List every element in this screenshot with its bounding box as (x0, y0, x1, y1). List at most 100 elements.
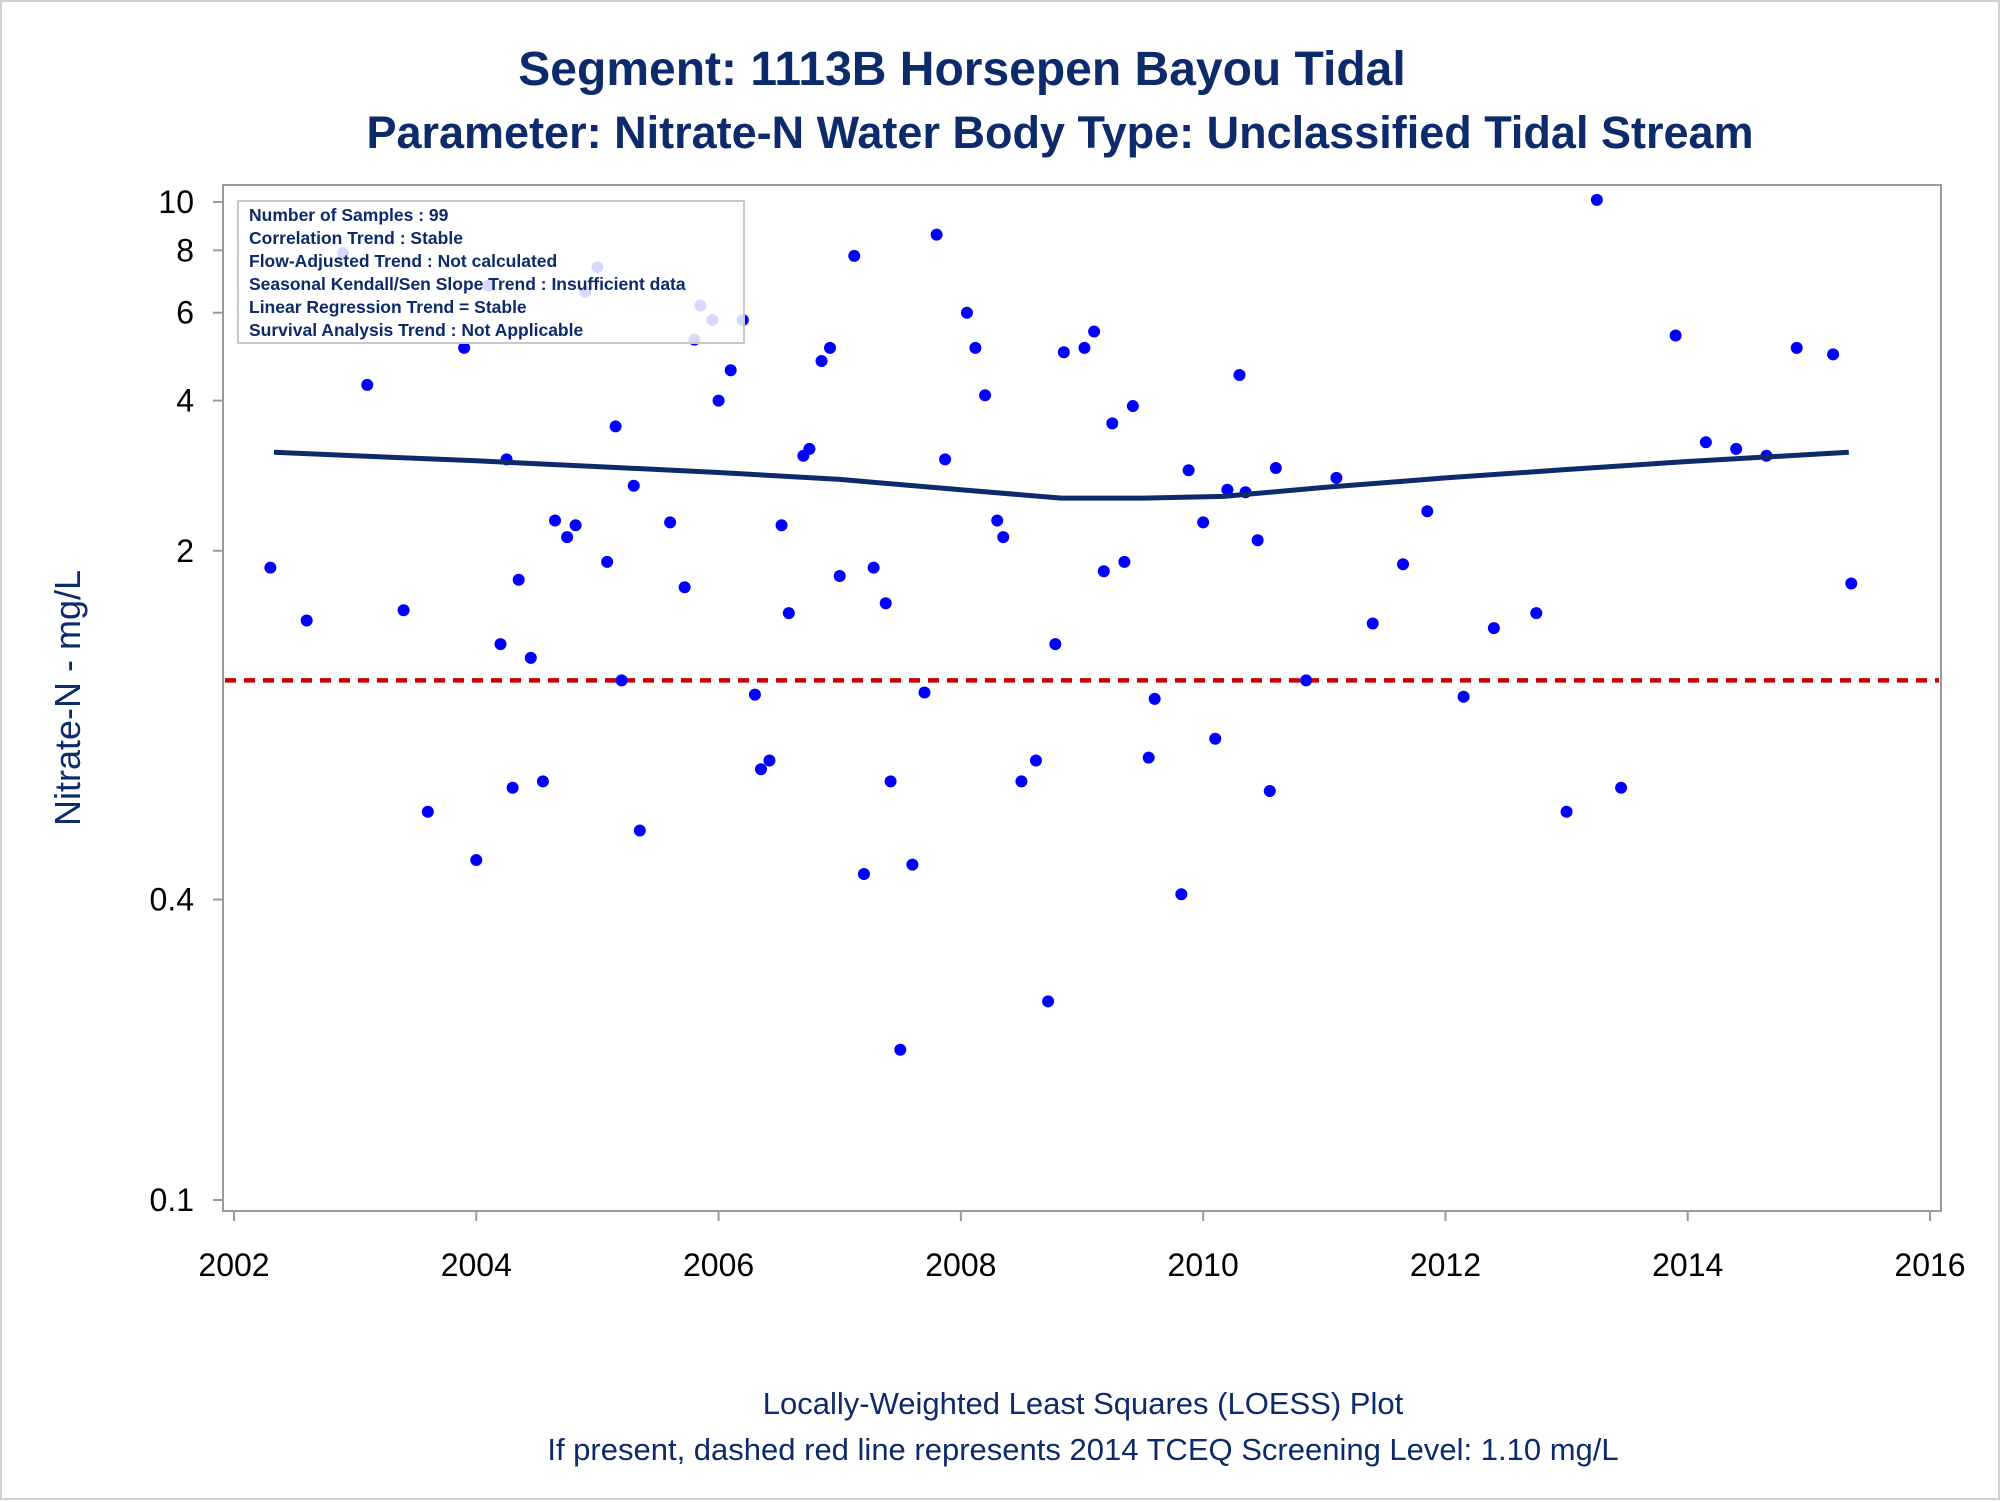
data-point (939, 453, 952, 466)
data-point (824, 341, 837, 354)
data-point (1300, 674, 1313, 687)
data-point (1221, 483, 1234, 496)
data-point (879, 597, 892, 610)
data-point (1790, 341, 1803, 354)
data-point (857, 868, 870, 881)
data-point (1097, 565, 1110, 578)
stats-line: Linear Regression Trend = Stable (249, 297, 527, 317)
stats-line: Survival Analysis Trend : Not Applicable (249, 320, 583, 340)
stats-line: Flow-Adjusted Trend : Not calculated (249, 251, 557, 271)
data-point (1233, 369, 1246, 382)
data-point (930, 228, 943, 241)
data-point (524, 651, 537, 664)
data-point (960, 306, 973, 319)
chart-subtitle: Parameter: Nitrate-N Water Body Type: Un… (366, 107, 1753, 158)
data-point (1182, 464, 1195, 477)
data-point (1042, 995, 1055, 1008)
data-point (991, 514, 1004, 527)
data-point (264, 561, 277, 574)
data-point (1142, 751, 1155, 764)
data-point (609, 420, 622, 433)
data-point (1487, 622, 1500, 635)
data-point (512, 573, 525, 586)
data-point (494, 638, 507, 651)
data-point (1126, 400, 1139, 413)
data-point (1015, 775, 1028, 788)
x-axis: 2002 2004 2006 2008 2010 2012 2014 2016 (198, 1211, 1966, 1283)
data-point (906, 858, 919, 871)
stats-line: Correlation Trend : Stable (249, 228, 463, 248)
data-point (664, 516, 677, 529)
plot-area (222, 184, 1942, 1212)
data-point (1421, 505, 1434, 518)
stats-box-border (237, 200, 745, 344)
data-point (627, 479, 640, 492)
footnote-loess: Locally-Weighted Least Squares (LOESS) P… (763, 1386, 1404, 1421)
data-point (633, 824, 646, 837)
data-point (1457, 690, 1470, 703)
data-point (561, 531, 574, 544)
data-point (1330, 471, 1343, 484)
x-tick-label: 2004 (441, 1247, 512, 1283)
data-point (1366, 617, 1379, 630)
data-point (815, 355, 828, 368)
data-point (1590, 193, 1603, 206)
data-point (894, 1043, 907, 1056)
x-tick-label: 2010 (1168, 1247, 1239, 1283)
data-point (470, 854, 483, 867)
data-point (1263, 785, 1276, 798)
data-point (1148, 692, 1161, 705)
data-point (1057, 346, 1070, 359)
data-point (1106, 417, 1119, 430)
loess-layer (273, 449, 1849, 501)
y-tick-label: 0.1 (150, 1182, 194, 1218)
footnote-screening: If present, dashed red line represents 2… (547, 1432, 1618, 1467)
stats-line: Seasonal Kendall/Sen Slope Trend : Insuf… (249, 274, 686, 294)
data-point (615, 674, 628, 687)
data-point (458, 341, 471, 354)
data-point (300, 614, 313, 627)
y-tick-label: 10 (158, 184, 194, 220)
y-tick-label: 8 (176, 232, 194, 268)
data-point (833, 570, 846, 583)
data-point (549, 514, 562, 527)
data-point (678, 581, 691, 594)
data-point (421, 805, 434, 818)
data-point (867, 561, 880, 574)
data-point (1197, 516, 1210, 529)
data-point (1615, 781, 1628, 794)
data-point (1209, 732, 1222, 745)
x-tick-label: 2014 (1652, 1247, 1723, 1283)
data-point (1078, 341, 1091, 354)
x-tick-label: 2002 (198, 1247, 269, 1283)
x-tick-label: 2008 (925, 1247, 996, 1283)
data-point (1530, 607, 1543, 620)
data-point (1049, 638, 1062, 651)
chart-title: Segment: 1113B Horsepen Bayou Tidal (518, 43, 1405, 96)
stats-line: Number of Samples : 99 (249, 205, 449, 225)
data-point (1118, 555, 1131, 568)
data-point (506, 781, 519, 794)
data-point (569, 519, 582, 532)
x-tick-label: 2016 (1894, 1247, 1965, 1283)
data-point (918, 686, 931, 699)
data-point (712, 394, 725, 407)
data-point (979, 389, 992, 402)
data-point (884, 775, 897, 788)
data-point (848, 249, 861, 262)
data-point (1269, 462, 1282, 475)
data-point (361, 378, 374, 391)
data-point (1827, 348, 1840, 361)
data-point (1175, 888, 1188, 901)
data-point (803, 442, 816, 455)
data-point (1669, 329, 1682, 342)
data-point (775, 519, 788, 532)
data-point (724, 364, 737, 377)
data-point (748, 688, 761, 701)
data-point (754, 763, 767, 776)
data-point (1029, 754, 1042, 767)
data-point (1251, 534, 1264, 547)
y-tick-label: 0.4 (150, 882, 194, 918)
